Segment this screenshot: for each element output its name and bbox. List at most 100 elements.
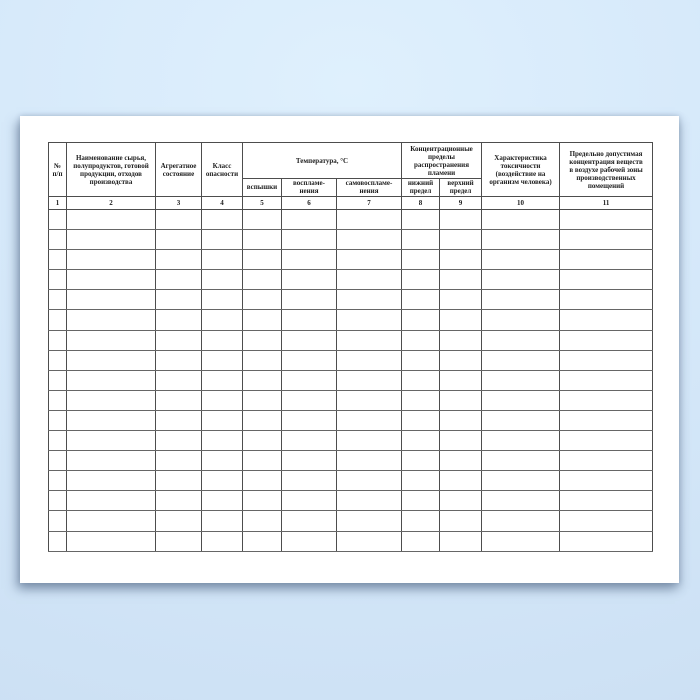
empty-cell — [201, 510, 243, 532]
header-toxicity: Характеристика токсичности (воздействие … — [481, 142, 561, 197]
empty-cell — [155, 530, 202, 552]
empty-cell — [48, 208, 67, 231]
empty-cell — [439, 329, 483, 351]
empty-cell — [201, 450, 243, 472]
empty-cell — [201, 208, 243, 231]
empty-cell — [401, 430, 441, 452]
empty-cell — [48, 349, 67, 371]
empty-cell — [66, 450, 156, 472]
empty-cell — [66, 470, 156, 492]
empty-cell — [242, 369, 282, 391]
empty-cell — [281, 470, 337, 492]
empty-cell — [66, 289, 156, 311]
empty-cell — [155, 389, 202, 411]
empty-cell — [281, 389, 337, 411]
empty-cell — [242, 249, 282, 271]
empty-cell — [401, 369, 441, 391]
empty-cell — [335, 229, 403, 251]
header-concentration-group: Концентрационные пределы распространения… — [401, 142, 483, 179]
empty-cell — [281, 430, 337, 452]
empty-cell — [201, 430, 243, 452]
header-limit-upper: верхний предел — [439, 178, 483, 197]
table-row — [48, 329, 654, 351]
empty-cell — [281, 269, 337, 291]
empty-cell — [401, 389, 441, 411]
empty-cell — [439, 229, 483, 251]
empty-cell — [201, 249, 243, 271]
empty-cell — [201, 409, 243, 432]
empty-cell — [281, 208, 337, 231]
empty-cell — [242, 289, 282, 311]
table-row — [48, 530, 654, 552]
header-row-main: № п/п Наименование сырья, полупродуктов,… — [48, 142, 654, 197]
empty-cell — [48, 470, 67, 492]
empty-cell — [439, 249, 483, 271]
empty-cell — [201, 490, 243, 512]
empty-cell — [335, 208, 403, 231]
empty-cell — [481, 249, 561, 271]
empty-cell — [335, 269, 403, 291]
empty-cell — [335, 490, 403, 512]
empty-cell — [242, 329, 282, 351]
empty-cell — [242, 490, 282, 512]
table-row — [48, 470, 654, 492]
empty-cell — [481, 430, 561, 452]
table-row — [48, 229, 654, 251]
empty-cell — [559, 269, 654, 291]
empty-cell — [335, 289, 403, 311]
table-row — [48, 208, 654, 231]
column-number-cell: 3 — [155, 196, 202, 210]
empty-cell — [401, 450, 441, 472]
column-number-cell: 6 — [281, 196, 337, 210]
header-material-name: Наименование сырья, полупродуктов, готов… — [66, 142, 156, 197]
empty-cell — [242, 470, 282, 492]
header-aggregate-state: Агрегатное состояние — [155, 142, 202, 197]
table-row — [48, 349, 654, 371]
column-number-cell: 2 — [66, 196, 156, 210]
empty-cell — [66, 349, 156, 371]
empty-cell — [401, 490, 441, 512]
header-temp-flash: вспышки — [242, 178, 282, 197]
empty-cell — [201, 530, 243, 552]
empty-cell — [66, 249, 156, 271]
empty-cell — [66, 208, 156, 231]
empty-cell — [281, 329, 337, 351]
empty-cell — [66, 430, 156, 452]
empty-cell — [335, 329, 403, 351]
empty-cell — [559, 349, 654, 371]
empty-cell — [155, 289, 202, 311]
empty-cell — [48, 229, 67, 251]
empty-cell — [201, 269, 243, 291]
empty-cell — [439, 470, 483, 492]
empty-cell — [481, 369, 561, 391]
empty-cell — [66, 369, 156, 391]
empty-cell — [48, 450, 67, 472]
empty-cell — [48, 249, 67, 271]
empty-cell — [242, 510, 282, 532]
empty-cell — [155, 349, 202, 371]
empty-cell — [66, 530, 156, 552]
empty-cell — [242, 430, 282, 452]
empty-cell — [201, 470, 243, 492]
empty-cell — [481, 510, 561, 532]
empty-cell — [401, 249, 441, 271]
column-number-cell: 7 — [335, 196, 403, 210]
empty-cell — [401, 470, 441, 492]
empty-cell — [48, 369, 67, 391]
table-row — [48, 269, 654, 291]
empty-cell — [242, 409, 282, 432]
empty-cell — [155, 409, 202, 432]
empty-cell — [281, 289, 337, 311]
header-num: № п/п — [48, 142, 67, 197]
empty-cell — [155, 249, 202, 271]
table-row — [48, 309, 654, 331]
column-number-cell: 11 — [559, 196, 654, 210]
empty-cell — [281, 510, 337, 532]
empty-cell — [66, 490, 156, 512]
header-temp-ignition: воспламе- нения — [281, 178, 337, 197]
empty-cell — [481, 289, 561, 311]
empty-cell — [481, 409, 561, 432]
substances-hazard-table: № п/п Наименование сырья, полупродуктов,… — [48, 142, 654, 552]
empty-cell — [281, 249, 337, 271]
